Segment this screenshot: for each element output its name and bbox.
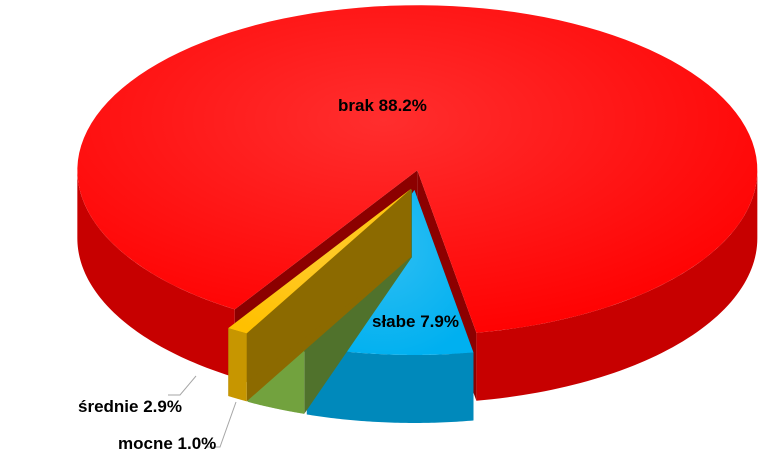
data-label: średnie 2.9% [78,397,182,416]
data-label: mocne 1.0% [118,434,216,453]
slice-group [77,5,758,401]
value-label: 88.2% [379,96,427,115]
category-label: brak [338,96,374,115]
slice-group [228,188,411,402]
data-label: słabe 7.9% [372,312,459,331]
value-label: 1.0% [178,434,217,453]
labels: brak 88.2% słabe 7.9% średnie 2.9% mocne 1.… [78,96,459,453]
value-label: 2.9% [143,397,182,416]
slice-side [228,328,247,402]
category-label: średnie [78,397,138,416]
slice-wall [228,188,411,397]
slice-shine [77,5,758,333]
slice-side [306,346,474,423]
pie [77,5,758,423]
data-label: brak 88.2% [338,96,427,115]
category-label: mocne [118,434,173,453]
slice-side [476,170,758,401]
leader-line [168,375,197,396]
value-label: 7.9% [420,312,459,331]
slice-shine [228,188,411,334]
slice-side [77,170,235,378]
category-label: słabe [372,312,415,331]
leader-line [205,401,237,448]
